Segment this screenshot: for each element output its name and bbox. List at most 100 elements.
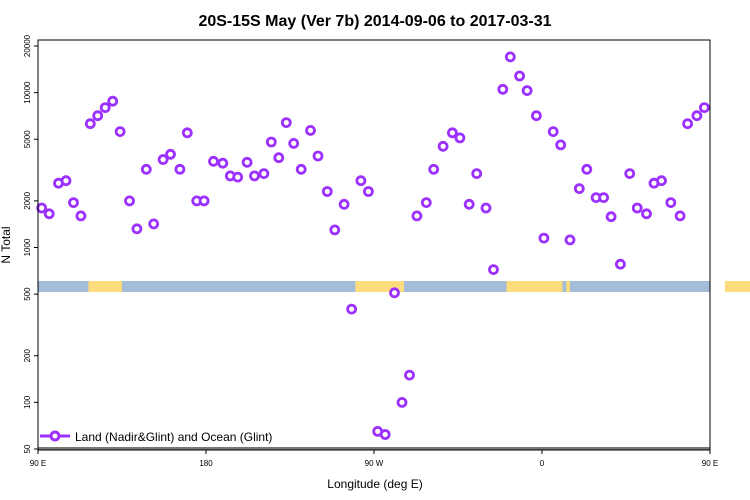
baseline-band xyxy=(38,447,710,450)
data-point xyxy=(36,202,48,214)
data-point xyxy=(174,163,186,175)
data-point xyxy=(124,195,135,207)
data-point xyxy=(555,139,567,151)
data-point xyxy=(454,132,466,144)
data-point xyxy=(656,175,667,187)
legend-label: Land (Nadir&Glint) and Ocean (Glint) xyxy=(75,430,272,444)
data-point xyxy=(265,136,277,148)
data-point xyxy=(140,163,152,175)
data-point xyxy=(641,208,652,220)
data-point xyxy=(411,210,423,222)
data-point xyxy=(404,369,415,381)
data-point xyxy=(389,287,400,299)
y-tick-label: 50 xyxy=(23,444,32,453)
data-point xyxy=(504,51,516,63)
data-point xyxy=(665,197,677,209)
y-tick-label: 1000 xyxy=(23,238,32,256)
legend: Land (Nadir&Glint) and Ocean (Glint) xyxy=(40,430,272,444)
data-point xyxy=(208,155,219,167)
data-point xyxy=(488,264,499,276)
data-point xyxy=(181,127,193,139)
data-point xyxy=(615,258,626,270)
data-point xyxy=(471,168,483,180)
y-tick-label: 20000 xyxy=(23,34,32,57)
data-point xyxy=(581,163,593,175)
y-tick-label: 100 xyxy=(23,395,32,409)
data-point xyxy=(547,126,559,138)
data-point xyxy=(241,156,253,168)
data-point xyxy=(295,163,307,175)
data-point xyxy=(232,171,244,183)
data-point xyxy=(631,202,643,214)
data-point xyxy=(217,157,229,169)
data-point xyxy=(428,163,440,175)
data-point xyxy=(321,186,333,197)
data-point xyxy=(362,186,374,197)
data-point xyxy=(258,168,270,180)
data-point xyxy=(480,202,492,214)
data-point xyxy=(249,170,260,182)
data-point xyxy=(280,117,292,128)
data-point xyxy=(682,118,693,130)
data-point xyxy=(379,429,391,440)
data-point xyxy=(446,127,458,139)
data-point xyxy=(538,232,550,244)
data-point xyxy=(624,168,636,180)
legend-marker xyxy=(49,430,61,442)
land-segment xyxy=(566,281,570,292)
y-axis-ticks: 50 100 200 500 1000 2000 5000 10000 20000 xyxy=(23,34,38,453)
y-tick-label: 10000 xyxy=(23,81,32,104)
x-axis-label: Longitude (deg E) xyxy=(327,477,422,491)
y-axis-label: N Total xyxy=(0,226,13,263)
data-point xyxy=(691,110,703,122)
land-segment xyxy=(88,281,122,292)
data-point xyxy=(699,102,710,113)
data-point xyxy=(312,150,324,162)
data-point xyxy=(157,154,169,165)
chart-title: 20S-15S May (Ver 7b) 2014-09-06 to 2017-… xyxy=(198,13,551,30)
data-point xyxy=(573,183,585,195)
data-point xyxy=(148,218,160,230)
data-point xyxy=(60,175,72,187)
series-points xyxy=(36,51,710,440)
data-point xyxy=(131,223,143,235)
plot-frame xyxy=(37,39,711,451)
x-tick-label: 90 E xyxy=(30,459,46,468)
data-point xyxy=(338,198,350,210)
data-point xyxy=(75,210,87,222)
y-tick-label: 5000 xyxy=(23,130,32,148)
data-point xyxy=(329,224,341,236)
data-point xyxy=(598,192,609,204)
land-segment xyxy=(724,281,750,292)
data-point xyxy=(92,110,104,122)
x-tick-label: 180 xyxy=(199,459,213,468)
data-point xyxy=(514,70,525,82)
data-point xyxy=(521,85,533,96)
data-point xyxy=(305,124,316,136)
data-point xyxy=(674,210,686,222)
data-point xyxy=(531,110,542,122)
data-point xyxy=(165,148,176,160)
data-point xyxy=(420,197,432,209)
data-point xyxy=(346,303,358,315)
data-point xyxy=(68,197,79,209)
data-point xyxy=(396,396,408,408)
x-tick-label: 0 xyxy=(540,459,545,468)
data-point xyxy=(605,211,617,223)
data-point xyxy=(107,95,119,107)
data-point xyxy=(437,140,449,152)
data-point xyxy=(84,118,96,130)
x-tick-label: 90 E xyxy=(702,459,718,468)
data-point xyxy=(497,83,509,95)
data-point xyxy=(463,198,475,210)
x-axis-ticks: 90 E 180 90 W 0 90 E xyxy=(30,450,718,468)
surface-type-strip xyxy=(38,281,750,450)
data-point xyxy=(114,126,126,138)
y-tick-label: 2000 xyxy=(23,191,32,209)
data-point xyxy=(288,137,300,149)
x-tick-label: 90 W xyxy=(365,459,384,468)
data-point xyxy=(43,208,55,220)
data-point xyxy=(198,195,210,207)
land-segment xyxy=(355,281,404,292)
